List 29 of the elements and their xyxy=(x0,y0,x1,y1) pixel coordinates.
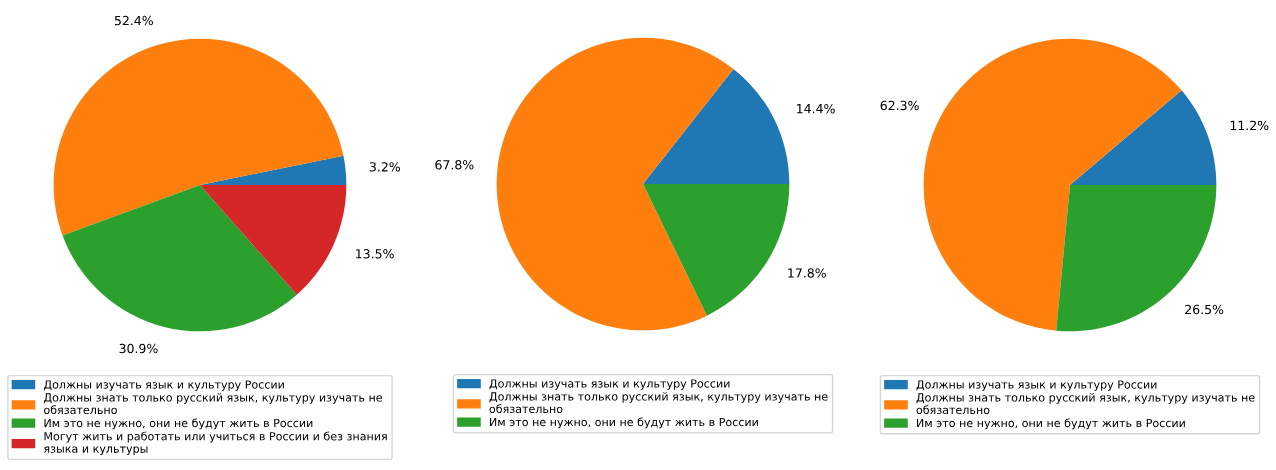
pie-slice xyxy=(200,185,347,295)
data-label: 17.8% xyxy=(788,268,826,278)
legend-label: Должны изучать язык и культуру России xyxy=(489,379,730,390)
legend-label: Должны знать только русский язык, культуру изучать не обязательно xyxy=(43,393,383,415)
data-label: 52.4% xyxy=(114,15,153,26)
legend-label: Им это не нужно, они не будут жить в России xyxy=(44,418,313,430)
data-label: 3.2% xyxy=(369,162,400,172)
legend-label: Должны знать только русский язык, культуру изучать не обязательно xyxy=(489,392,828,414)
data-label: 62.3% xyxy=(880,100,919,111)
pie-slice xyxy=(200,155,347,185)
legend-label: Должны изучать язык и культуру России xyxy=(43,380,284,391)
legend-label: Им это не нужно, они не будут жить в России xyxy=(490,417,758,429)
pie-slice xyxy=(62,185,297,332)
data-label: 11.2% xyxy=(1230,120,1269,131)
data-label: 13.5% xyxy=(356,249,394,259)
data-label: 14.4% xyxy=(797,103,835,114)
legend-label: Должны изучать язык и культуру России xyxy=(916,380,1157,391)
legend-label: Должны знать только русский язык, культуру изучать не обязательно xyxy=(916,393,1255,415)
pie-slice xyxy=(643,184,790,316)
data-label: 26.5% xyxy=(1185,304,1224,315)
data-label: 67.8% xyxy=(435,160,474,170)
legend-label: Могут жить и работать или учиться в России и без знания языка и культуры xyxy=(44,431,387,455)
pie-slice xyxy=(1070,90,1217,185)
pie-slice xyxy=(53,38,344,236)
pie-slice xyxy=(643,68,790,184)
legend-label: Им это не нужно, они не будут жить в России xyxy=(917,418,1185,430)
data-label: 30.9% xyxy=(119,343,158,354)
pie-slice xyxy=(923,38,1182,331)
pie-slice xyxy=(496,37,734,331)
